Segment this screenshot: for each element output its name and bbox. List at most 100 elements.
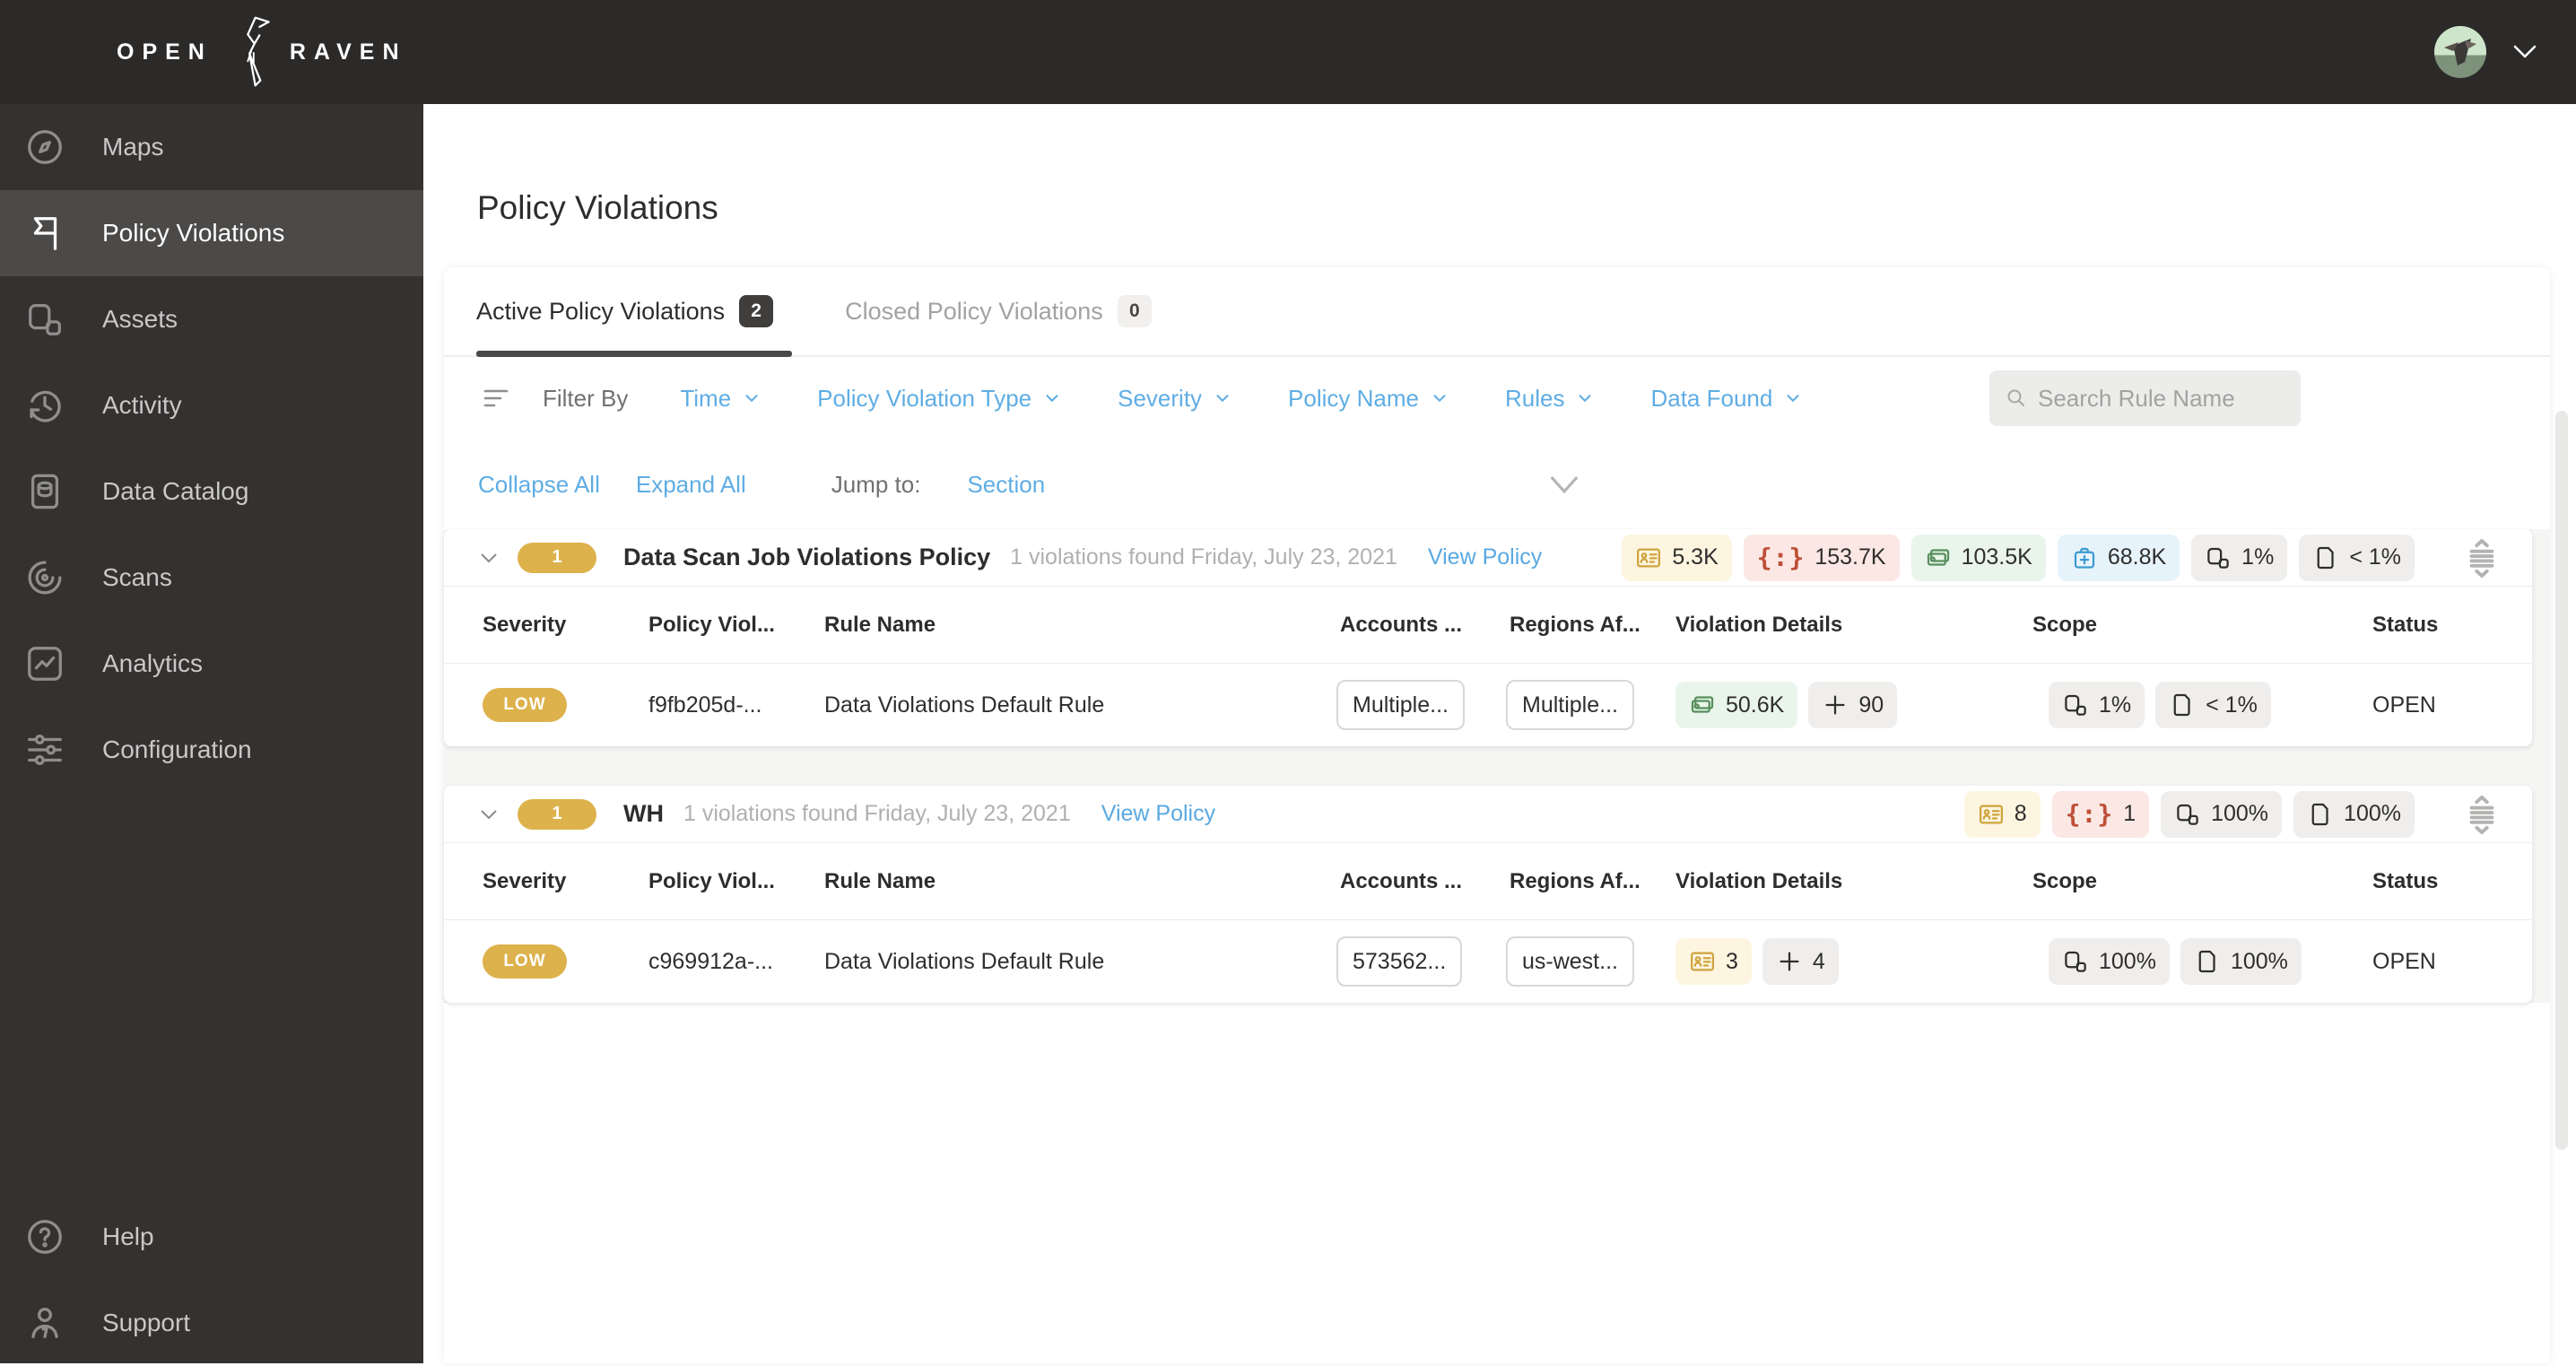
sidebar-item-configuration[interactable]: Configuration	[0, 707, 423, 793]
column-header-scope: Scope	[2032, 868, 2098, 893]
history-clock-icon	[24, 385, 65, 426]
search-icon	[2007, 389, 2024, 406]
chevron-down-icon	[1433, 395, 1446, 402]
column-header-regions: Regions Af...	[1510, 868, 1640, 893]
filter-dropdown-label: Policy Name	[1288, 384, 1419, 412]
plus-icon	[1825, 695, 1845, 715]
policy-groups: 1 Data Scan Job Violations Policy 1 viol…	[444, 529, 2550, 1003]
openraven-logo[interactable]: OPEN RAVEN	[117, 0, 407, 104]
column-header-severity: Severity	[483, 612, 567, 637]
id-card-icon	[1691, 952, 1714, 971]
stat-financial-data: 103.5K	[1910, 534, 2046, 581]
filter-dropdown-rules[interactable]: Rules	[1505, 385, 1595, 413]
collapse-chevron-icon[interactable]	[478, 807, 500, 822]
filter-dropdown-time[interactable]: Time	[680, 385, 761, 413]
id-card-icon	[1979, 805, 2003, 823]
violation-row[interactable]: LOW c969912a-... Data Violations Default…	[444, 920, 2532, 1003]
table-header: Severity Policy Viol... Rule Name Accoun…	[444, 843, 2532, 920]
tab-active-policy-violations[interactable]: Active Policy Violations 2	[476, 295, 774, 327]
id-card-icon	[1637, 548, 1661, 567]
vertical-scrollbar[interactable]	[2555, 411, 2568, 1150]
chevron-down-icon	[1787, 395, 1799, 402]
filter-dropdown-policy-violation-type[interactable]: Policy Violation Type	[817, 385, 1062, 413]
logo-word-raven: RAVEN	[289, 39, 407, 65]
column-header-rule-name: Rule Name	[824, 868, 936, 893]
row-sort-icon[interactable]	[2464, 795, 2500, 834]
view-policy-link[interactable]: View Policy	[1427, 544, 1543, 570]
column-header-policy-violation: Policy Viol...	[648, 868, 775, 893]
sidebar-item-help[interactable]: Help	[0, 1194, 423, 1280]
column-header-policy-violation: Policy Viol...	[648, 612, 775, 637]
top-bar: OPEN RAVEN	[0, 0, 2576, 104]
view-policy-link[interactable]: View Policy	[1101, 801, 1216, 826]
policy-violation-id: f9fb205d-...	[648, 692, 762, 718]
chevron-down-icon	[745, 395, 758, 402]
sidebar-item-label: Analytics	[102, 649, 204, 677]
radar-icon	[24, 557, 65, 598]
violation-details-cell: 3 4	[1675, 938, 2032, 985]
collapse-all-link[interactable]: Collapse All	[478, 470, 600, 498]
violation-row[interactable]: LOW f9fb205d-... Data Violations Default…	[444, 664, 2532, 746]
assets-icon	[2065, 694, 2086, 716]
chevron-down-icon	[1046, 395, 1058, 402]
severity-badge: LOW	[483, 688, 567, 722]
document-icon	[2317, 546, 2334, 569]
sidebar-item-policy-violations[interactable]: Policy Violations	[0, 190, 423, 276]
support-person-icon	[24, 1302, 65, 1344]
filter-dropdown-data-found[interactable]: Data Found	[1650, 385, 1803, 413]
sidebar-item-assets[interactable]: Assets	[0, 276, 423, 362]
tab-closed-policy-violations[interactable]: Closed Policy Violations 0	[845, 295, 1152, 327]
stat-assets-percent: 100%	[2161, 790, 2283, 838]
sidebar-item-scans[interactable]: Scans	[0, 535, 423, 621]
column-header-status: Status	[2372, 612, 2439, 637]
collapse-chevron-icon[interactable]	[478, 551, 500, 565]
violation-details-cell: 50.6K 90	[1675, 682, 2032, 728]
user-menu-chevron-icon[interactable]	[2511, 43, 2538, 61]
page-title: Policy Violations	[477, 189, 718, 226]
row-sort-icon[interactable]	[2464, 538, 2500, 578]
tabs-row: Active Policy Violations 2 Closed Policy…	[444, 267, 2550, 357]
logo-word-open: OPEN	[117, 39, 213, 65]
more-details-badge[interactable]: 90	[1808, 682, 1898, 728]
sidebar-item-label: Data Catalog	[102, 477, 249, 505]
stat-personal-data: 5.3K	[1622, 534, 1732, 581]
filter-by-label: Filter By	[543, 384, 629, 412]
stat-healthcare-data: 68.8K	[2057, 534, 2180, 581]
stat-developer-secrets: {:} 153.7K	[1743, 534, 1900, 581]
rule-name: Data Violations Default Rule	[824, 692, 1105, 718]
regions-chip[interactable]: Multiple...	[1506, 680, 1634, 730]
accounts-chip[interactable]: Multiple...	[1336, 680, 1465, 730]
scope-assets-badge: 1%	[2049, 682, 2145, 728]
data-catalog-icon	[24, 471, 65, 512]
group-stats: 5.3K {:} 153.7K 103.5K 68.8K	[1622, 534, 2500, 581]
sidebar-item-activity[interactable]: Activity	[0, 362, 423, 448]
user-menu[interactable]	[2434, 0, 2538, 104]
regions-chip[interactable]: us-west...	[1506, 936, 1634, 987]
expand-all-link[interactable]: Expand All	[635, 470, 746, 498]
sidebar-item-support[interactable]: Support	[0, 1280, 423, 1366]
tab-label: Active Policy Violations	[476, 297, 726, 325]
filter-dropdown-policy-name[interactable]: Policy Name	[1288, 385, 1449, 413]
policy-group-wh: 1 WH 1 violations found Friday, July 23,…	[444, 786, 2532, 1003]
violations-found-meta: 1 violations found Friday, July 23, 2021	[1010, 544, 1397, 570]
more-details-badge[interactable]: 4	[1762, 938, 1839, 985]
sidebar-item-analytics[interactable]: Analytics	[0, 621, 423, 707]
jump-to-section-dropdown[interactable]: Section	[967, 470, 1046, 498]
filter-dropdown-severity[interactable]: Severity	[1118, 385, 1232, 413]
sidebar-item-data-catalog[interactable]: Data Catalog	[0, 448, 423, 535]
money-icon	[1691, 696, 1714, 713]
sliders-icon	[24, 729, 65, 770]
search-rule-name-input[interactable]	[2038, 384, 2284, 413]
main-content: Policy Violations Active Policy Violatio…	[423, 104, 2576, 1363]
braces-icon: {:}	[1756, 543, 1806, 572]
filter-row: Filter By Time Policy Violation Type Sev…	[444, 357, 2550, 439]
jump-to-chevron-icon[interactable]	[1547, 473, 1581, 496]
sidebar-item-maps[interactable]: Maps	[0, 104, 423, 190]
sidebar-item-label: Activity	[102, 391, 182, 419]
accounts-chip[interactable]: 573562...	[1336, 936, 1463, 987]
sidebar-item-label: Maps	[102, 133, 164, 161]
stat-developer-secrets: {:} 1	[2051, 790, 2150, 838]
scope-assets-badge: 100%	[2049, 938, 2170, 985]
avatar[interactable]	[2434, 26, 2486, 78]
filter-icon	[483, 389, 509, 407]
